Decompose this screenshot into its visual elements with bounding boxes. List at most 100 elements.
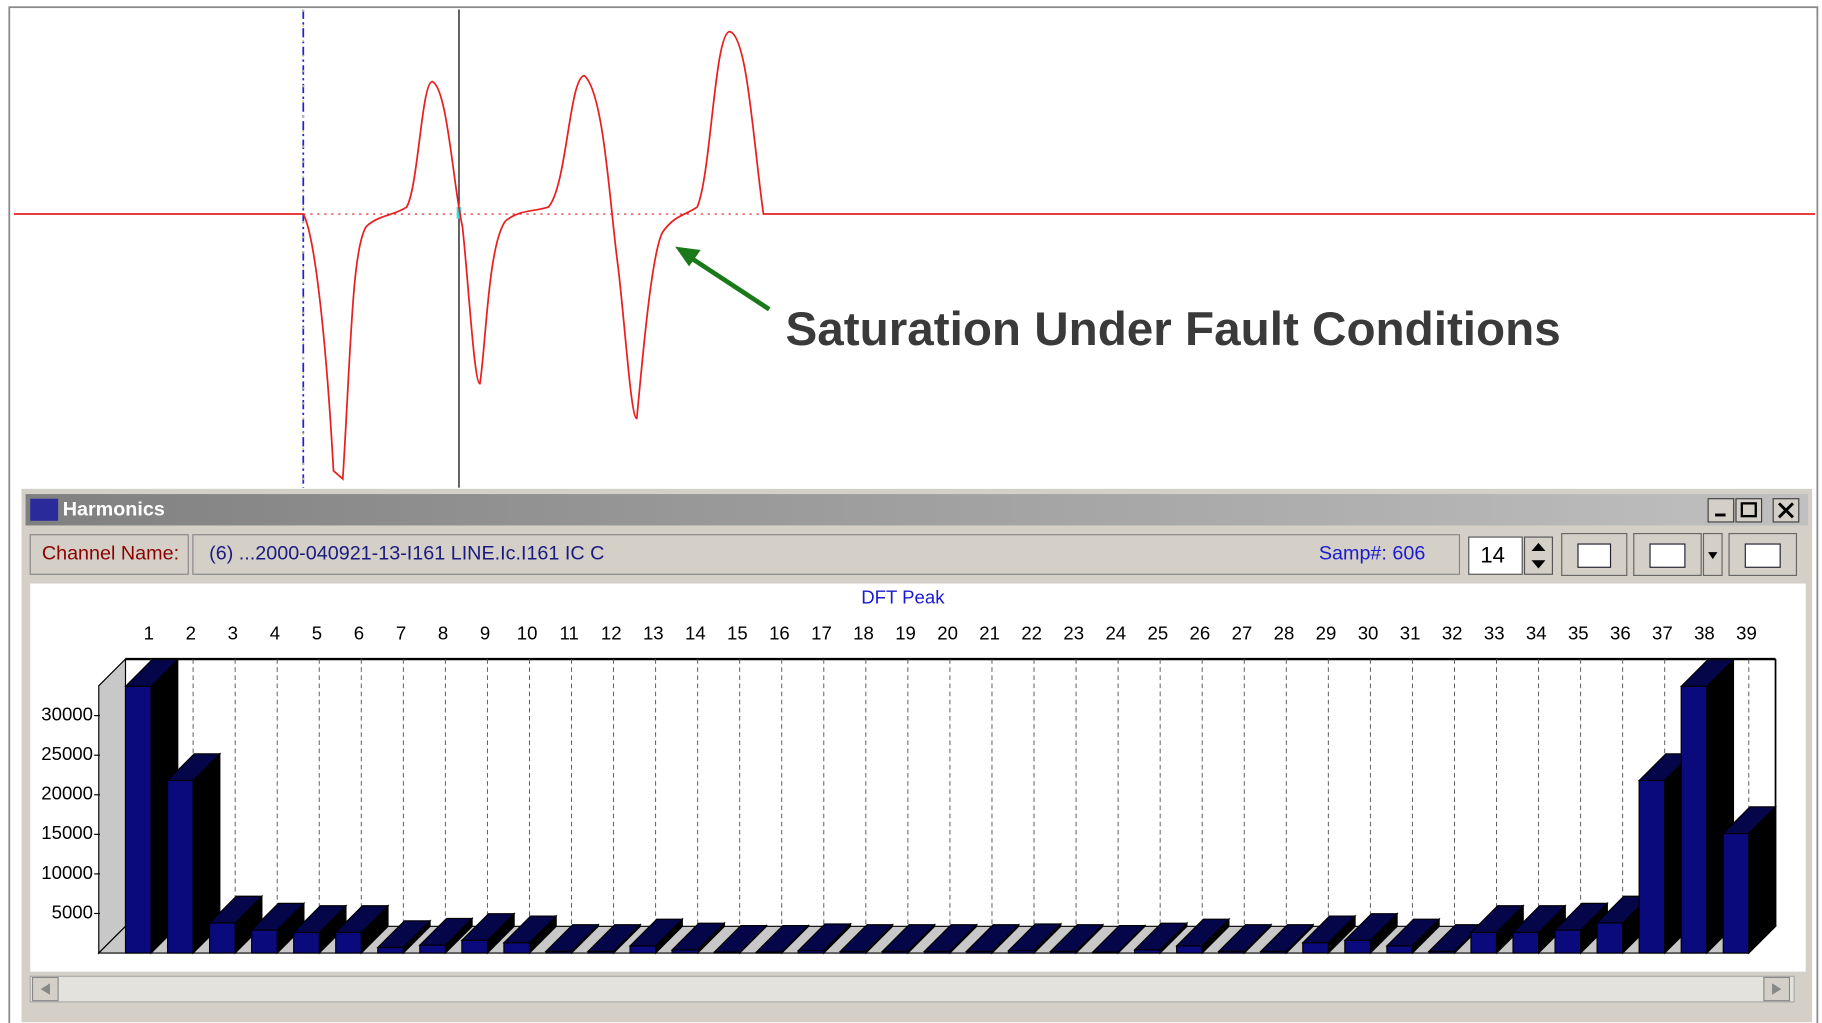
- plot: 1 2 3 4 5 6 7 8 9 10 11 12 13 14 15 16 17 18 19 20 21 22 23 24 2…: [41, 623, 1777, 955]
- bar: [839, 950, 867, 954]
- spin-value: 14: [1480, 543, 1505, 568]
- x-tick-label: 26: [1190, 623, 1211, 644]
- bar: [461, 939, 489, 954]
- left-wall: [98, 657, 127, 955]
- bar: [713, 951, 741, 954]
- bar: [419, 944, 446, 954]
- x-tick-label: 20: [937, 623, 958, 644]
- maximize-icon: [1740, 502, 1757, 518]
- bar: [166, 779, 194, 954]
- x-tick-label: 37: [1652, 623, 1673, 644]
- bar: [1302, 942, 1329, 954]
- bar: [124, 685, 152, 954]
- y-tick-label: 25000: [41, 743, 93, 764]
- x-tick-label: 27: [1232, 623, 1253, 644]
- annotation: Saturation Under Fault Conditions: [786, 303, 1561, 356]
- x-tick-label: 38: [1694, 623, 1715, 644]
- app-icon: [30, 498, 59, 521]
- y-tick-label: 10000: [41, 862, 93, 883]
- x-tick-label: 1: [144, 623, 154, 644]
- channel-label: Channel Name:: [42, 543, 179, 565]
- x-tick-label: 19: [895, 623, 916, 644]
- channel-value: (6) ...2000-040921-13-I161 LINE.Ic.I161 …: [209, 543, 604, 565]
- tool-icon-3: [1744, 543, 1781, 568]
- x-tick-label: 31: [1400, 623, 1421, 644]
- y-tick-label: 20000: [41, 783, 93, 804]
- x-tick-label: 3: [228, 623, 238, 644]
- bar: [503, 942, 531, 954]
- bar: [545, 950, 573, 954]
- x-tick-label: 39: [1736, 623, 1757, 644]
- x-tick-label: 8: [438, 623, 448, 644]
- window-buttons[interactable]: [1707, 498, 1800, 523]
- bar: [881, 950, 909, 954]
- tool-icon-2: [1649, 543, 1686, 568]
- spin-arrows: [1531, 542, 1546, 569]
- bar: [797, 950, 825, 954]
- bar: [1176, 945, 1203, 954]
- spin-buttons[interactable]: [1523, 536, 1553, 575]
- arrow-shaft: [690, 256, 771, 312]
- bar: [755, 951, 783, 954]
- bar: [1638, 779, 1666, 954]
- bar: [1218, 950, 1245, 954]
- spin-input[interactable]: [1468, 536, 1523, 575]
- bar: [1596, 922, 1624, 954]
- bar: [209, 922, 236, 954]
- x-tick-label: 7: [396, 623, 406, 644]
- y-tick-label: 5000: [52, 901, 93, 922]
- scroll-right-arrow: [1772, 983, 1782, 995]
- x-tick-label: 35: [1568, 623, 1589, 644]
- bar: [251, 929, 278, 954]
- bar: [1470, 931, 1498, 954]
- x-tick-label: 36: [1610, 623, 1631, 644]
- bar: [1260, 950, 1287, 954]
- bar: [629, 945, 657, 954]
- x-tick-label: 14: [685, 623, 706, 644]
- x-tick-label: 32: [1442, 623, 1463, 644]
- bar: [1049, 950, 1077, 954]
- bar: [1386, 945, 1414, 954]
- x-tick-label: 30: [1358, 623, 1379, 644]
- x-tick-label: 34: [1526, 623, 1547, 644]
- x-tick-label: 23: [1063, 623, 1084, 644]
- bar: [1554, 929, 1582, 954]
- x-tick-label: 4: [270, 623, 280, 644]
- scrollbar[interactable]: [29, 975, 1795, 1003]
- x-tick-label: 6: [354, 623, 364, 644]
- x-tick-label: 29: [1316, 623, 1337, 644]
- arrow-head: [675, 246, 701, 267]
- x-tick-label: 22: [1021, 623, 1042, 644]
- waveform: [13, 30, 1816, 481]
- bar: [377, 946, 404, 954]
- bar: [1344, 939, 1371, 954]
- x-tick-label: 28: [1274, 623, 1295, 644]
- x-tick-label: 9: [480, 623, 490, 644]
- tool-icon-1: [1577, 543, 1612, 568]
- bar: [1428, 950, 1456, 954]
- bar: [923, 950, 951, 954]
- bar: [587, 950, 615, 954]
- channel-label-box: [29, 534, 189, 575]
- scroll-left-arrow: [40, 983, 50, 995]
- minimize-button[interactable]: [1707, 498, 1735, 523]
- x-tick-label: 12: [601, 623, 622, 644]
- x-tick-label: 18: [853, 623, 874, 644]
- sample-number: Samp#: 606: [1319, 543, 1426, 565]
- bar: [965, 950, 993, 954]
- bar: [335, 931, 362, 954]
- title-bar: [25, 494, 1809, 526]
- chart-title: DFT Peak: [861, 587, 945, 608]
- window-title: Harmonics: [63, 499, 165, 521]
- x-tick-label: 15: [727, 623, 748, 644]
- bar: [1512, 931, 1540, 954]
- x-tick-label: 17: [811, 623, 832, 644]
- x-tick-label: 5: [312, 623, 322, 644]
- x-tick-label: 13: [643, 623, 664, 644]
- x-tick-label: 10: [517, 623, 538, 644]
- bar: [1091, 951, 1119, 954]
- bar: [1007, 950, 1035, 954]
- bar: [1680, 685, 1708, 954]
